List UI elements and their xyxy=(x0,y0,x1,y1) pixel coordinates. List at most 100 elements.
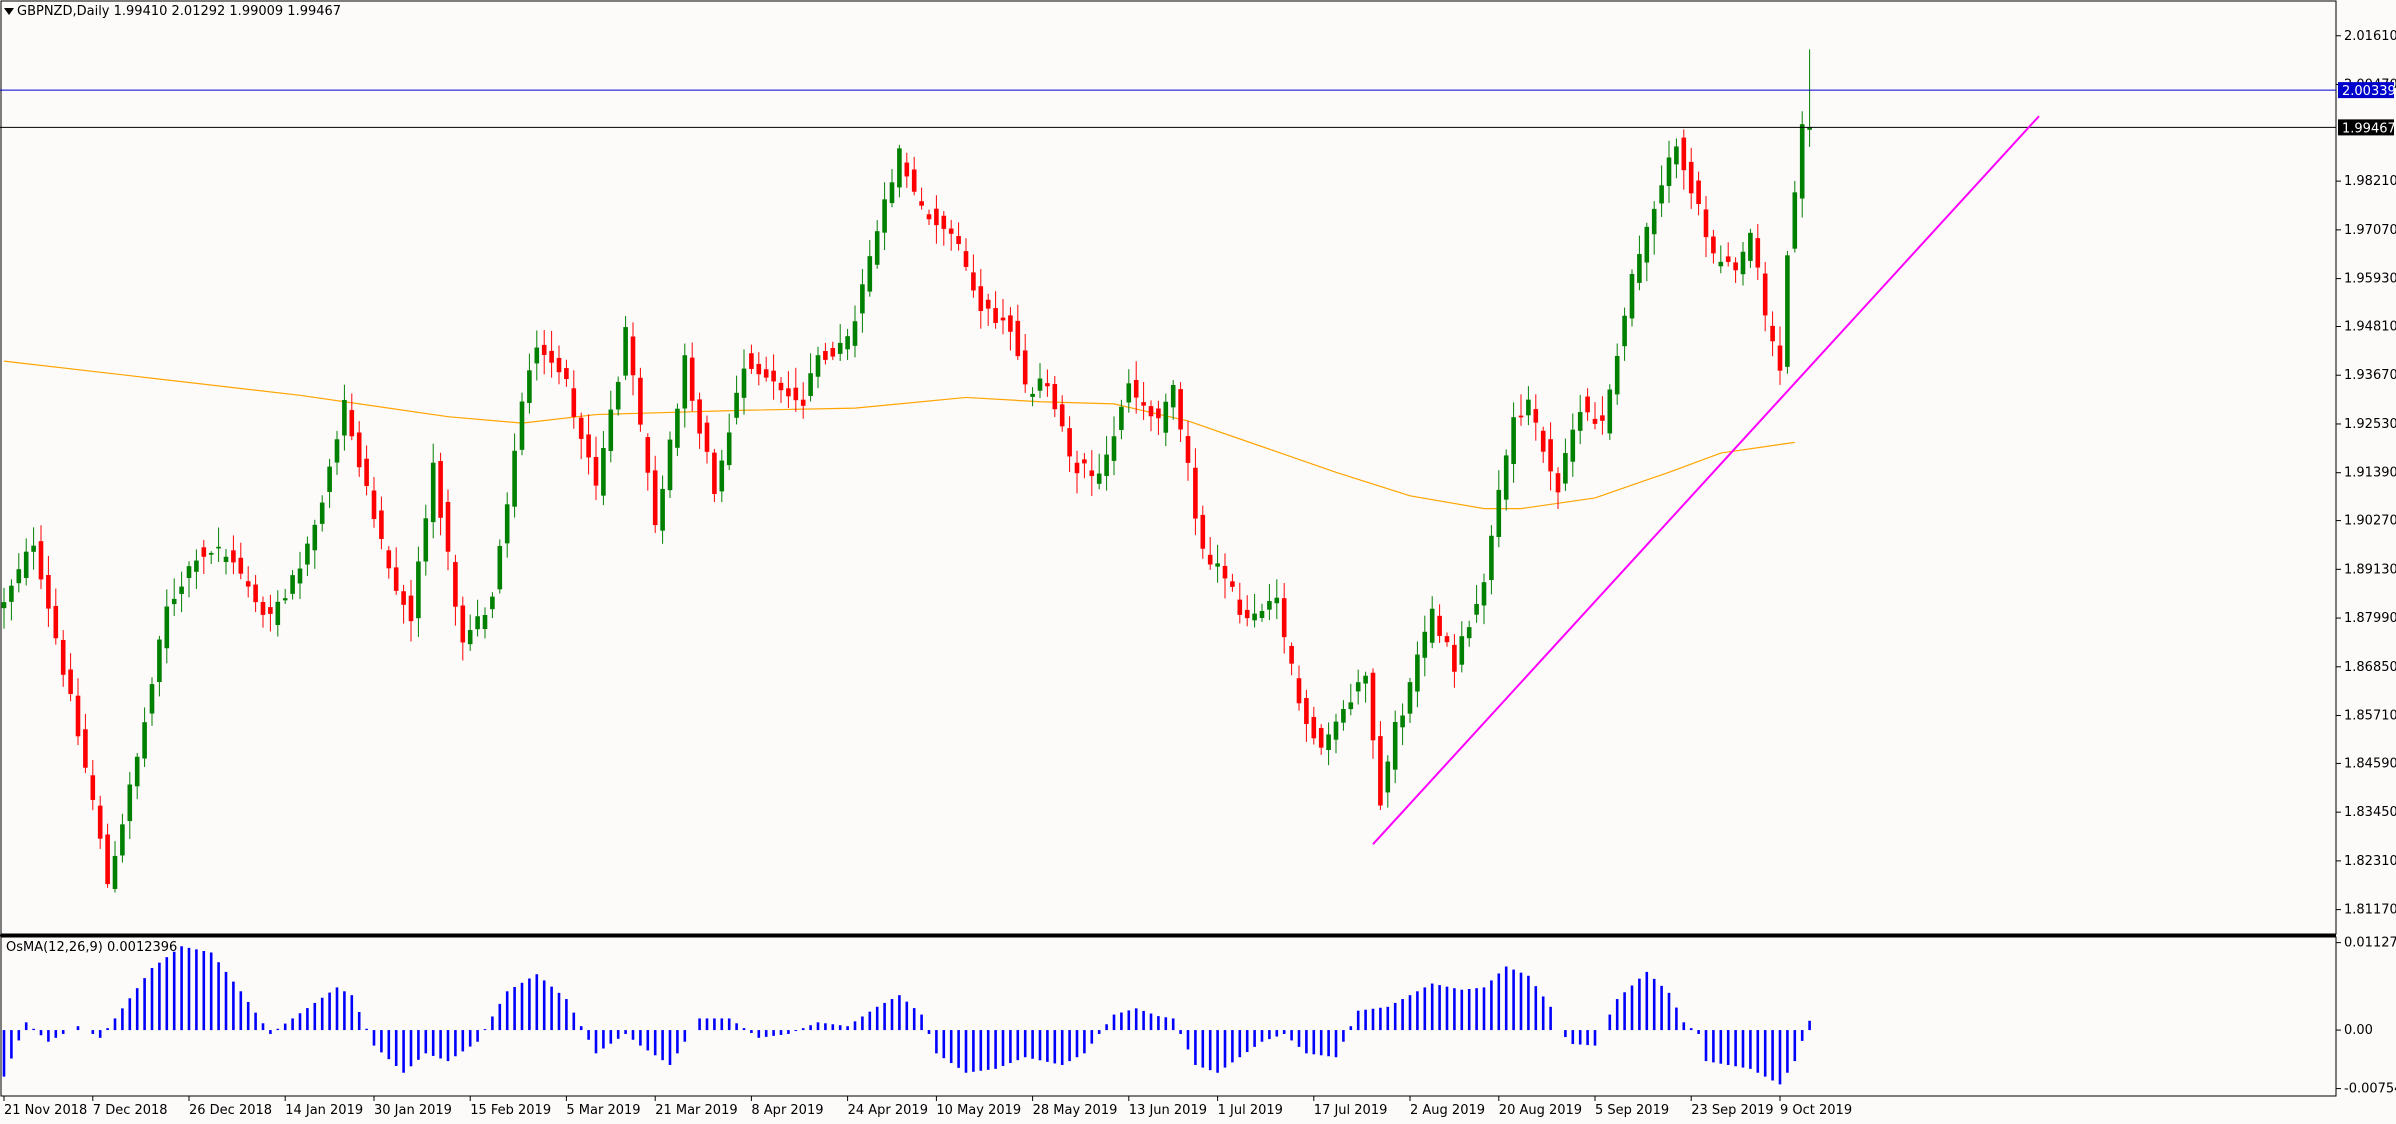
candle xyxy=(1629,269,1635,327)
candle xyxy=(1518,394,1524,426)
candle xyxy=(1355,669,1361,705)
candle xyxy=(1807,49,1812,147)
candle-body xyxy=(1703,209,1709,238)
candle xyxy=(1237,582,1243,624)
candle-body xyxy=(1489,535,1494,581)
candle-body xyxy=(1030,393,1035,397)
candle xyxy=(963,238,969,271)
candle-body xyxy=(1688,161,1694,194)
candle xyxy=(667,431,673,499)
candle-body xyxy=(1459,636,1465,665)
candle xyxy=(867,240,873,297)
candle-body xyxy=(1178,389,1183,430)
candle-body xyxy=(134,756,140,787)
x-tick-label: 2 Aug 2019 xyxy=(1410,1103,1485,1118)
candle xyxy=(860,268,865,333)
candle xyxy=(971,254,976,298)
candle xyxy=(312,519,318,569)
candle-body xyxy=(490,596,495,610)
candle-body xyxy=(1259,611,1265,618)
candle-body xyxy=(749,353,754,369)
candle xyxy=(1718,245,1724,274)
candle-body xyxy=(941,215,947,229)
candle xyxy=(1037,363,1043,398)
candle xyxy=(297,551,303,600)
osma-pane-border xyxy=(0,936,2337,1097)
candle-body xyxy=(734,392,739,418)
candle-body xyxy=(482,614,488,630)
candle xyxy=(356,421,362,477)
candle xyxy=(911,156,917,196)
candle xyxy=(1252,594,1257,628)
candle-body xyxy=(38,541,44,580)
candle-body xyxy=(1526,399,1531,416)
candle-body xyxy=(223,556,229,562)
dropdown-triangle-icon[interactable] xyxy=(4,8,14,15)
candle xyxy=(1133,361,1139,414)
candle xyxy=(1296,665,1302,711)
candle-body xyxy=(1422,631,1428,658)
candle-body xyxy=(786,388,791,397)
candle-body xyxy=(1193,467,1198,519)
candle-body xyxy=(179,586,184,595)
candle xyxy=(1170,380,1176,420)
candle xyxy=(1193,448,1198,536)
y-tick-label: 1.84590 xyxy=(2344,756,2396,771)
candle-body xyxy=(342,399,347,436)
candle xyxy=(1444,632,1450,647)
candle xyxy=(1548,422,1553,491)
candle xyxy=(1126,369,1132,413)
candle xyxy=(897,144,902,198)
candle xyxy=(194,549,199,589)
candle xyxy=(1348,683,1354,716)
candle-body xyxy=(1622,315,1627,347)
candle xyxy=(919,187,924,210)
candle xyxy=(238,542,244,580)
candle xyxy=(689,342,695,412)
candle-body xyxy=(1274,597,1280,604)
y-tick-label: 1.90270 xyxy=(2344,514,2396,529)
candle xyxy=(512,433,517,518)
candle-body xyxy=(660,488,665,531)
candle-body xyxy=(793,387,799,401)
candle-body xyxy=(290,575,295,594)
candle-body xyxy=(1045,383,1050,387)
candle xyxy=(1481,573,1487,625)
x-tick-label: 26 Dec 2018 xyxy=(189,1103,272,1118)
candle-body xyxy=(75,695,81,737)
candle-body xyxy=(1000,317,1006,321)
candle xyxy=(334,430,340,475)
candle xyxy=(127,771,133,839)
candle xyxy=(23,538,29,586)
candle xyxy=(319,495,325,532)
x-tick-label: 21 Nov 2018 xyxy=(4,1103,87,1118)
candle-body xyxy=(349,410,355,437)
candle-body xyxy=(90,775,96,800)
candle xyxy=(16,553,22,593)
candle-body xyxy=(1548,439,1553,472)
candle-body xyxy=(948,228,954,234)
candle-body xyxy=(978,286,984,311)
candle-body xyxy=(1629,274,1635,319)
y-tick-label: 1.82310 xyxy=(2344,854,2396,869)
candle-body xyxy=(1148,406,1154,417)
candle-body xyxy=(379,510,384,539)
candle-body xyxy=(31,545,36,552)
candle xyxy=(1437,604,1442,643)
candle-body xyxy=(282,598,288,601)
candle xyxy=(578,412,584,460)
candle xyxy=(1651,201,1657,255)
candle xyxy=(445,489,451,571)
bid-price-label: 1.99467 xyxy=(2342,121,2396,136)
candle-body xyxy=(630,336,636,376)
candle-body xyxy=(1466,627,1472,639)
candle-body xyxy=(1733,262,1738,271)
candle-body xyxy=(1474,603,1479,615)
candle xyxy=(342,384,347,451)
x-tick-label: 8 Apr 2019 xyxy=(751,1103,823,1118)
candle-body xyxy=(549,350,554,363)
candle-body xyxy=(120,824,125,856)
candle-body xyxy=(1607,389,1613,434)
candle xyxy=(1,587,7,629)
